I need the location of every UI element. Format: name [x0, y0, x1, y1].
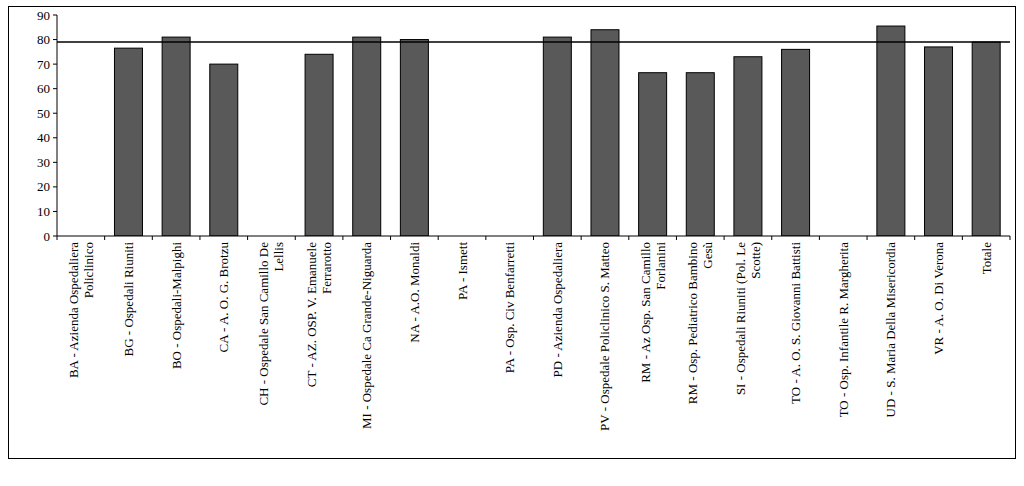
- bar: [210, 64, 238, 236]
- bar: [162, 37, 190, 236]
- x-tick-label: SI - Ospedali Riuniti (Pol. LeScotte): [733, 242, 763, 395]
- y-tick: [53, 162, 57, 163]
- x-tick-label: RM - Osp. Pediatrico BambinoGesù: [685, 242, 715, 405]
- bar: [543, 37, 571, 236]
- x-tick-label: NA - A.O. Monaldi: [407, 242, 422, 343]
- reference-line: [57, 41, 1010, 43]
- x-tick: [295, 236, 296, 240]
- plot-area: [57, 26, 1010, 236]
- bar: [591, 30, 619, 236]
- chart: 0 10 20 30 40 50 60 70 80 90 BA - Azienda Ospedali…: [0, 0, 1024, 486]
- y-tick-label: 40: [37, 130, 50, 145]
- x-tick: [867, 236, 868, 240]
- x-tick: [962, 236, 963, 240]
- bar: [734, 57, 762, 236]
- y-tick: [53, 236, 57, 237]
- y-tick: [53, 15, 57, 16]
- y-tick: [53, 113, 57, 114]
- x-tick-label: CT - AZ. OSP. V. EmanueleFerrarotto: [304, 242, 334, 387]
- bar: [686, 73, 714, 236]
- x-tick-label: RM - Az Osp. San CamilloForlanini: [638, 242, 668, 383]
- y-tick-label: 50: [37, 106, 50, 121]
- x-tick-label: TO - A. O. S. Giovanni Battisti: [788, 242, 803, 404]
- x-tick-label: Totale: [979, 242, 994, 275]
- x-tick: [1010, 236, 1011, 240]
- bar: [972, 42, 1000, 236]
- x-tick: [771, 236, 772, 240]
- x-tick: [819, 236, 820, 240]
- y-tick-label: 70: [37, 57, 50, 72]
- x-tick-label: PA - Osp. Civ Benfarretti: [502, 242, 517, 374]
- y-tick: [53, 64, 57, 65]
- y-tick-label: 80: [37, 32, 50, 47]
- x-tick: [342, 236, 343, 240]
- bar: [400, 40, 428, 236]
- y-tick: [53, 211, 57, 212]
- x-tick-label: VR - A. O. Di Verona: [931, 242, 946, 355]
- y-axis: [57, 15, 58, 236]
- x-tick-label: PA - Ismett: [455, 242, 470, 300]
- x-tick: [57, 236, 58, 240]
- bar: [114, 48, 142, 236]
- x-tick-label: MI - Ospedale Ca Grande-Niguarda: [359, 242, 374, 429]
- y-tick: [53, 186, 57, 187]
- chart-frame: [9, 7, 1016, 459]
- x-tick: [438, 236, 439, 240]
- y-tick: [53, 39, 57, 40]
- y-tick-label: 60: [37, 81, 50, 96]
- y-tick-label: 90: [37, 8, 50, 23]
- y-tick-label: 0: [44, 229, 51, 244]
- bar: [639, 73, 667, 236]
- x-tick: [914, 236, 915, 240]
- x-tick-label: BO - Ospedali-Malpighi: [169, 242, 184, 369]
- y-tick-label: 30: [37, 155, 50, 170]
- x-tick: [581, 236, 582, 240]
- bar: [305, 54, 333, 236]
- x-tick-label: BG - Ospedali Riuniti: [121, 242, 136, 357]
- x-tick-label: CH - Ospedale San Camillo DeLellis: [256, 242, 286, 406]
- y-tick-label: 10: [37, 204, 50, 219]
- x-tick-label: CA - A. O. G. Brotzu: [216, 242, 231, 353]
- x-tick-label: BA - Azienda OspedalieraPoliclinico: [66, 242, 96, 378]
- x-tick: [724, 236, 725, 240]
- x-tick: [247, 236, 248, 240]
- y-tick: [53, 137, 57, 138]
- x-tick-label: UD - S. Maria Della Misericordia: [883, 242, 898, 418]
- x-tick: [390, 236, 391, 240]
- y-tick-label: 20: [37, 179, 50, 194]
- bar: [353, 37, 381, 236]
- x-tick: [485, 236, 486, 240]
- bar: [925, 47, 953, 236]
- x-tick: [628, 236, 629, 240]
- x-tick: [533, 236, 534, 240]
- x-tick-label: PD - Azienda Ospedaliera: [550, 242, 565, 378]
- x-tick-label: TO - Osp. Infantile R. Margherita: [836, 242, 851, 418]
- x-tick: [152, 236, 153, 240]
- x-tick-label: PV - Ospedale Policlinico S. Matteo: [597, 242, 612, 431]
- x-tick: [104, 236, 105, 240]
- bar: [877, 26, 905, 236]
- y-tick: [53, 88, 57, 89]
- bar: [782, 49, 810, 236]
- x-tick: [199, 236, 200, 240]
- x-tick: [676, 236, 677, 240]
